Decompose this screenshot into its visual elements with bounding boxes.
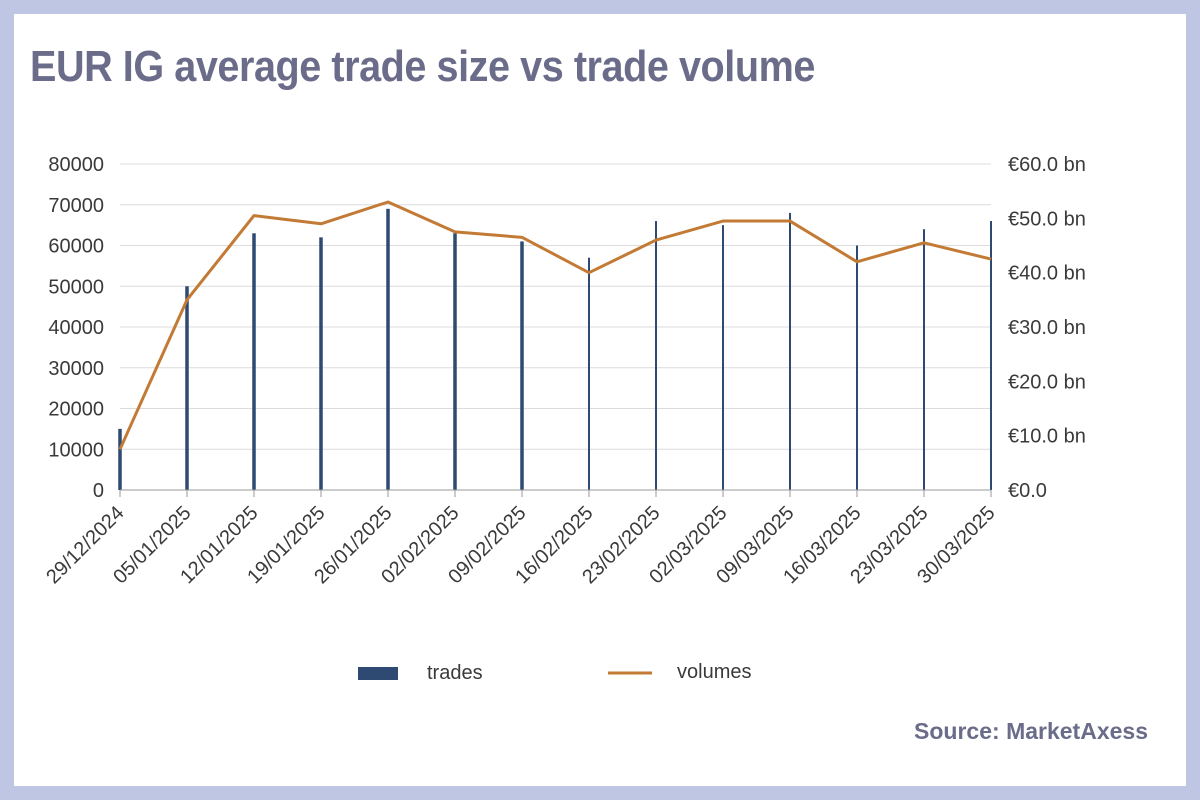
- trades-bar: [453, 233, 457, 490]
- trades-bar: [185, 286, 189, 490]
- trades-bar: [655, 221, 657, 491]
- right-tick-label: €40.0 bn: [1008, 263, 1086, 285]
- chart-title: EUR IG average trade size vs trade volum…: [30, 42, 815, 91]
- left-tick-label: 60000: [48, 236, 104, 258]
- legend-volumes-label: volumes: [677, 661, 751, 683]
- right-tick-label: €0.0: [1008, 480, 1047, 502]
- trades-bar: [252, 233, 256, 490]
- left-tick-label: 20000: [48, 399, 104, 421]
- axes: 0 10000 20000 30000 40000 50000 60000 70000 8000…: [42, 154, 1086, 588]
- right-tick-label: €10.0 bn: [1008, 426, 1086, 448]
- volumes-line: [118, 200, 992, 450]
- trades-bar: [319, 237, 323, 490]
- left-tick-label: 80000: [48, 154, 104, 176]
- trades-bars: [118, 208, 992, 491]
- source-note: Source: MarketAxess: [914, 718, 1148, 744]
- trades-bar: [588, 257, 590, 490]
- trades-bar: [722, 225, 724, 490]
- right-tick-label: €50.0 bn: [1008, 208, 1086, 230]
- left-tick-label: 70000: [48, 195, 104, 217]
- right-tick-label: €60.0 bn: [1008, 154, 1086, 176]
- grid-lines: [120, 163, 991, 450]
- trades-bar: [990, 221, 992, 491]
- trades-bar: [789, 212, 791, 490]
- right-tick-label: €30.0 bn: [1008, 317, 1086, 339]
- volumes-line-layer: [118, 200, 992, 450]
- trades-bar: [118, 428, 122, 490]
- left-tick-label: 50000: [48, 276, 104, 298]
- legend-trades-label: trades: [427, 662, 483, 684]
- right-tick-label: €20.0 bn: [1008, 371, 1086, 393]
- trades-bar: [386, 208, 390, 490]
- trades-bar: [856, 245, 858, 490]
- left-tick-label: 0: [93, 480, 104, 502]
- left-tick-label: 40000: [48, 317, 104, 339]
- left-tick-label: 10000: [48, 439, 104, 461]
- legend: trades volumes: [358, 661, 751, 684]
- trades-bar: [520, 241, 524, 490]
- left-tick-label: 30000: [48, 358, 104, 380]
- trades-bar: [923, 229, 925, 490]
- legend-trades-swatch: [358, 667, 398, 680]
